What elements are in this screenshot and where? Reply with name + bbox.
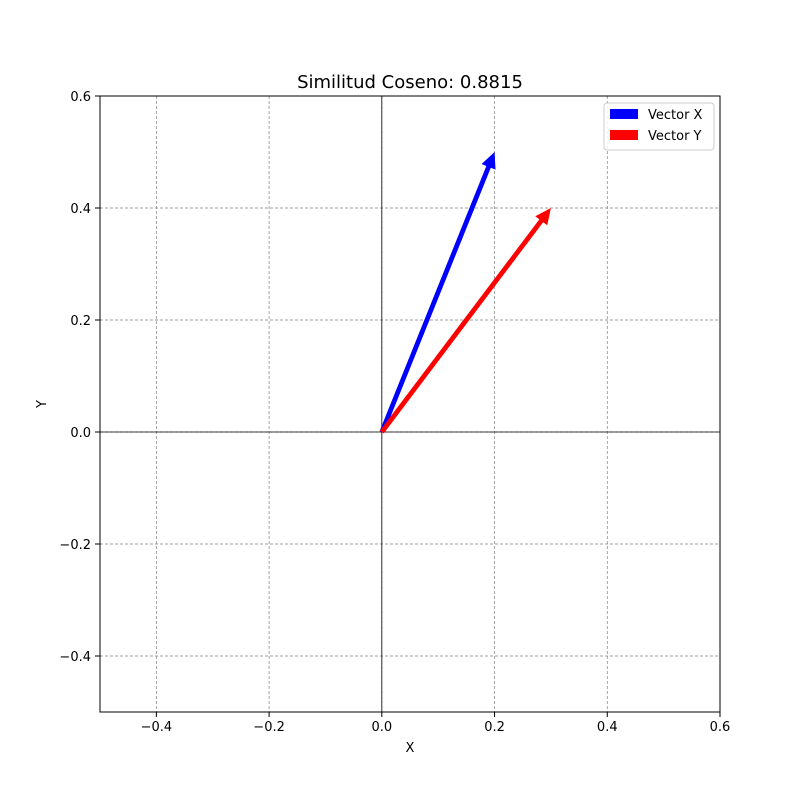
x-tick-label: 0.0 [371, 720, 392, 735]
x-tick-label: 0.6 [710, 720, 731, 735]
x-tick-label: −0.2 [253, 720, 285, 735]
y-tick-label: 0.6 [70, 90, 91, 105]
x-tick-label: 0.2 [484, 720, 505, 735]
chart-title: Similitud Coseno: 0.8815 [297, 72, 523, 93]
y-tick-label: −0.2 [59, 538, 91, 553]
x-tick-label: 0.4 [597, 720, 618, 735]
x-tick-label: −0.4 [141, 720, 173, 735]
y-tick-label: 0.2 [70, 314, 91, 329]
x-axis-ticks: −0.4 −0.2 0.0 0.2 0.4 0.6 [141, 712, 731, 735]
y-tick-label: 0.0 [70, 426, 91, 441]
legend-swatch-vector-x [610, 109, 638, 119]
vectors [379, 152, 551, 434]
arrow-vector-y [379, 208, 551, 434]
legend: Vector X Vector Y [603, 102, 715, 151]
y-tick-label: −0.4 [59, 650, 91, 665]
arrow-vector-x [379, 152, 496, 433]
legend-label-vector-y: Vector Y [648, 129, 702, 144]
plot-frame [99, 95, 721, 713]
x-axis-label: X [406, 741, 415, 756]
legend-swatch-vector-y [610, 130, 638, 140]
y-axis-ticks: −0.4 −0.2 0.0 0.2 0.4 0.6 [59, 90, 100, 665]
legend-label-vector-x: Vector X [648, 108, 703, 123]
grid [100, 95, 721, 712]
y-axis-label: Y [35, 400, 50, 409]
zero-axis-lines [100, 96, 720, 712]
y-tick-label: 0.4 [70, 202, 91, 217]
